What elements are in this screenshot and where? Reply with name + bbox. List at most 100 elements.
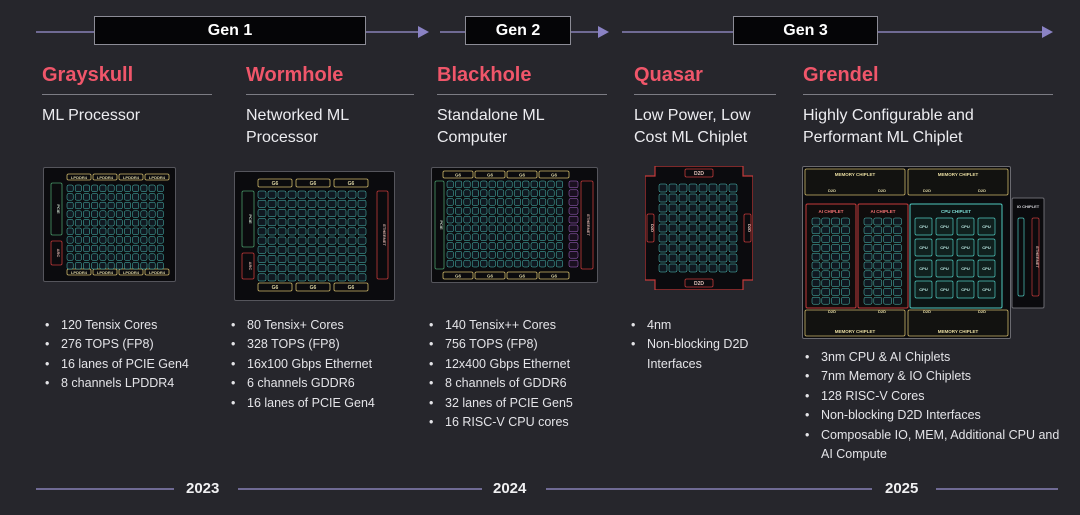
ethernet-block [376,190,389,280]
tensix-core [307,199,317,208]
d2d-label: D2D [694,281,704,287]
spec-item: 140 Tensix++ Cores [426,316,573,336]
tensix-core [287,264,297,273]
tensix-core [297,199,307,208]
tensix-core [505,207,513,215]
tensix-core [863,261,873,270]
tensix-core [307,227,317,236]
grayskull-chip-diagram: LPDDR4 LPDDR4 LPDDR4 LPDDR4 LPDDR4 LPDDR4 LPDD… [43,167,176,282]
tensix-core [688,253,698,263]
cpu-core [977,280,996,299]
tensix-core [83,201,90,210]
tensix-core [505,224,513,233]
tensix-core [446,180,454,189]
tensix-core [821,217,831,226]
tensix-core [513,224,521,233]
tensix-core [718,233,728,243]
tensix-core [522,207,530,215]
cpu-core-label: CPU [940,287,949,292]
tensix-core [327,190,337,199]
tensix-core [873,288,883,296]
divider [437,94,607,95]
tensix-core [678,223,688,233]
tensix-core [287,245,297,254]
tensix-core [66,253,74,261]
tensix-core [555,180,563,189]
tensix-core [277,245,287,254]
memory-chiplet-label: MEMORY CHIPLET [835,329,876,334]
tensix-core [140,201,148,210]
tensix-core [287,209,297,217]
tensix-core [547,233,555,241]
tensix-core [99,219,107,227]
tensix-core [107,253,115,261]
tensix-core [841,288,850,296]
tensix-core [555,233,563,241]
tensix-core [317,236,327,245]
tensix-core [547,215,555,224]
product-name: Wormhole [246,64,344,86]
memory-chiplet-label: MEMORY CHIPLET [835,172,876,177]
tensix-core [497,198,505,206]
cpu-core-label: CPU [940,266,949,271]
tensix-core [471,180,479,189]
tensix-core [539,251,547,259]
tensix-core [124,201,131,210]
tensix-core [317,273,327,282]
tensix-core [446,207,454,215]
year-timeline-line-3 [546,488,872,490]
gen-arrow-1-icon [418,26,429,38]
tensix-core [287,199,297,208]
tensix-core [66,244,74,253]
tensix-core [327,218,337,227]
cpu-core [935,238,954,257]
tensix-core [708,233,718,243]
divider [42,94,212,95]
d2d-port [684,168,714,178]
tensix-core [811,235,821,243]
memory-label: LPDDR4 [123,175,140,180]
tensix-core [698,223,708,233]
wormhole-spec-list: 80 Tensix+ Cores328 TOPS (FP8)16x100 Gbp… [228,316,375,413]
tensix-core [115,219,123,227]
tensix-core [728,263,738,273]
memory-label: G6 [455,173,462,178]
tensix-core [455,224,463,233]
pcie-label: PCIE [56,204,61,214]
tensix-core [555,207,563,215]
riscv-core [568,189,579,197]
cpu-core-label: CPU [961,287,970,292]
tensix-core [698,233,708,243]
product-grendel: Grendel Highly Configurable and Performa… [803,60,1053,149]
tensix-core [658,243,668,253]
d2d-label: D2D [878,309,886,314]
tensix-core [83,210,90,218]
cpu-core [977,238,996,257]
tensix-core [678,243,688,253]
memory-label: G6 [519,173,526,178]
tensix-core [497,259,505,268]
tensix-core [156,201,164,210]
divider [634,94,776,95]
tensix-core [455,207,463,215]
tensix-core [513,242,521,250]
tensix-core [530,242,538,250]
tensix-core [446,242,454,250]
d2d-label: D2D [828,309,836,314]
tensix-core [277,255,287,263]
tensix-core [99,210,107,218]
d2d-port [743,213,752,243]
tensix-core [883,235,892,243]
tensix-core [488,215,496,224]
tensix-core [83,236,90,244]
tensix-core [74,201,82,210]
tensix-core [488,189,496,197]
gen-arrow-3-icon [1042,26,1053,38]
tensix-core [148,236,156,244]
tensix-core [505,215,513,224]
tensix-core [811,261,821,270]
tensix-core [74,210,82,218]
spec-item: 3nm CPU & AI Chiplets [802,348,1062,368]
tensix-core [91,262,99,270]
product-description: Highly Configurable and Performant ML Ch… [803,107,974,146]
